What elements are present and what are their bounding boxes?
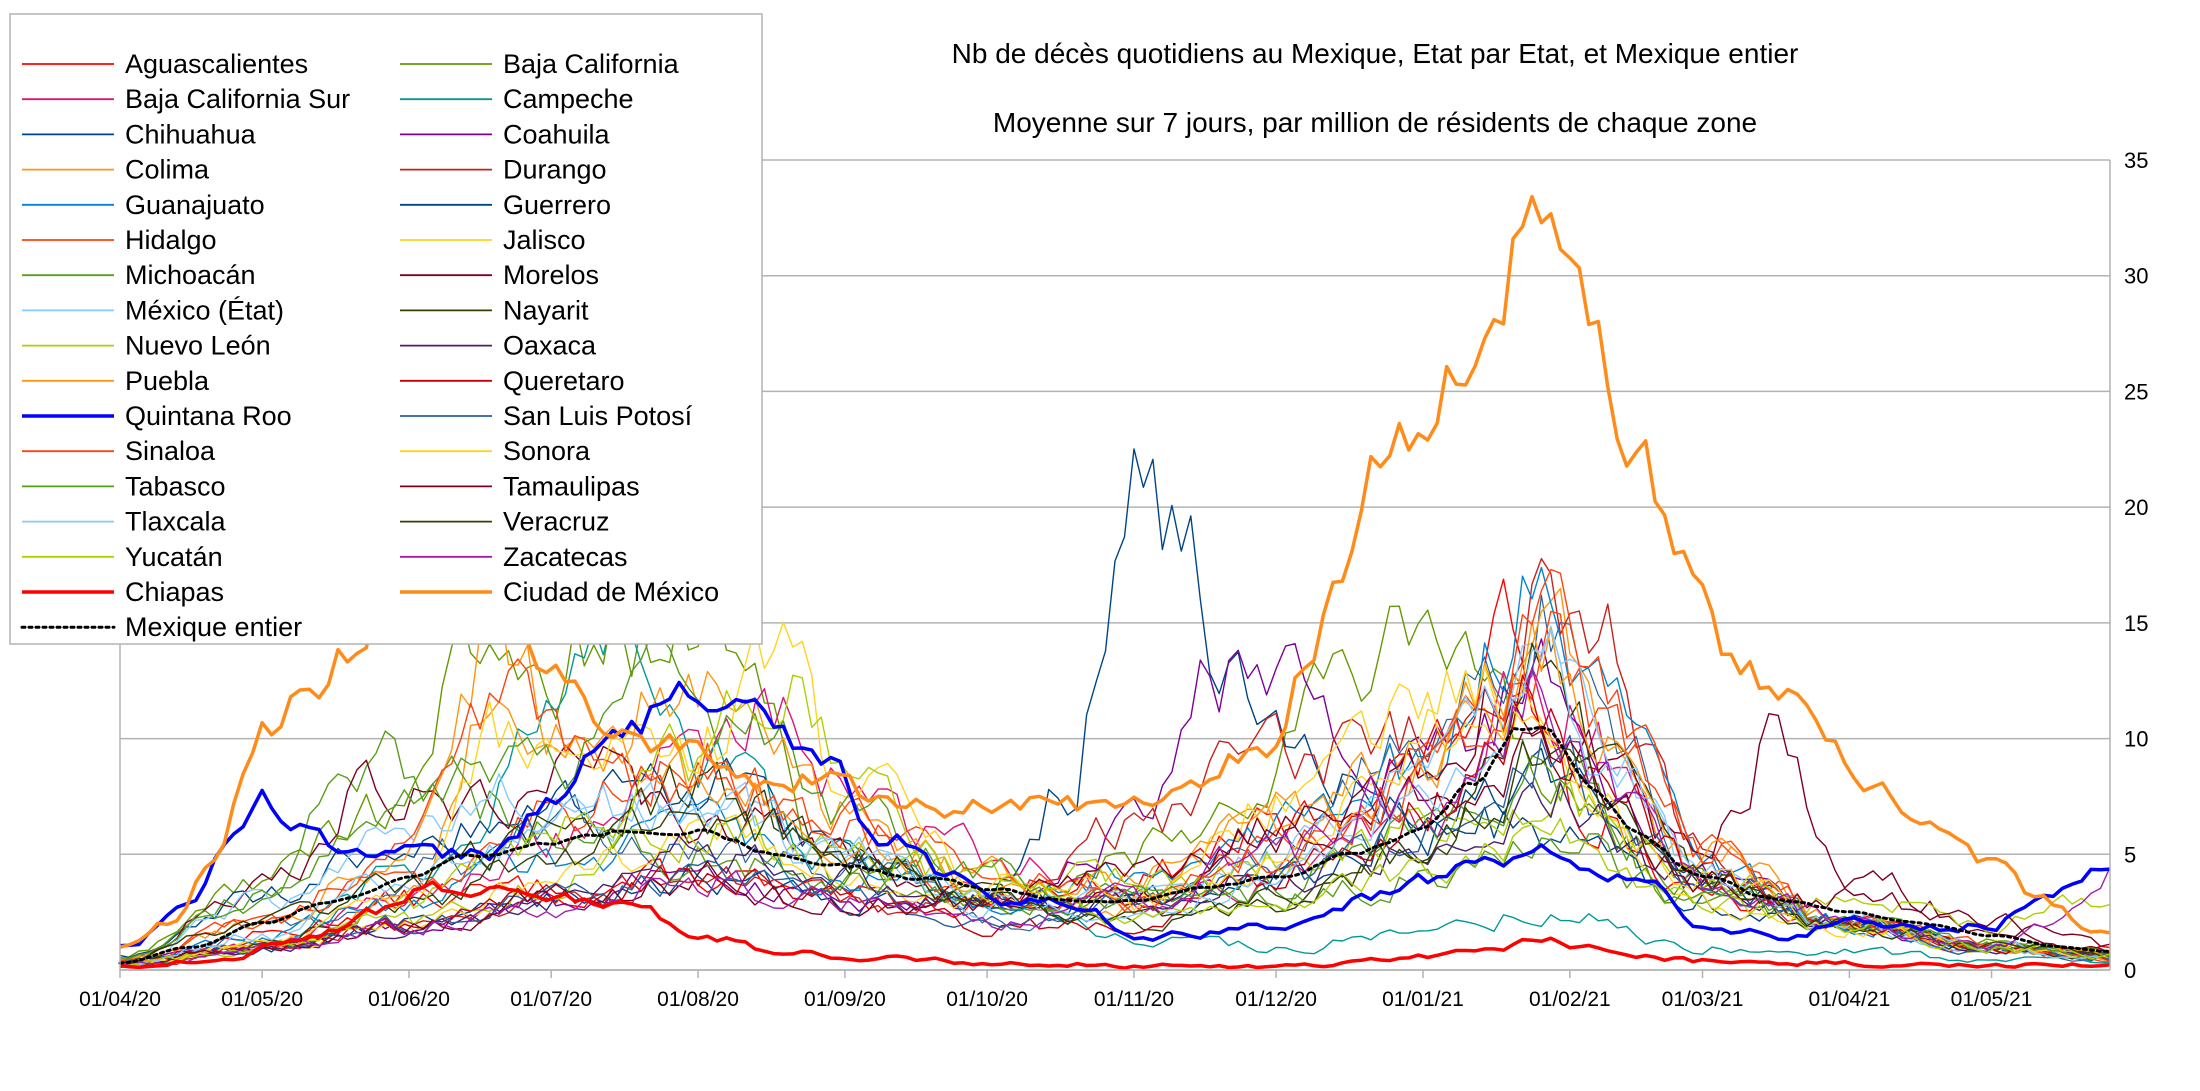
legend-label: Colima xyxy=(125,155,210,185)
y-tick-label: 5 xyxy=(2124,842,2136,867)
series-line-chiapas xyxy=(119,880,2111,970)
x-tick-label: 01/05/21 xyxy=(1951,988,2033,1011)
legend-label: San Luis Potosí xyxy=(503,401,693,431)
x-tick-label: 01/03/21 xyxy=(1662,988,1744,1011)
legend-label: Michoacán xyxy=(125,260,256,290)
legend-label: Tamaulipas xyxy=(503,471,640,501)
x-tick-label: 01/05/20 xyxy=(221,988,303,1011)
series-line-puebla xyxy=(119,597,2111,962)
series-line-sonora xyxy=(119,621,2111,966)
legend-label: Jalisco xyxy=(503,225,586,255)
y-tick-label: 10 xyxy=(2124,727,2148,752)
y-tick-label: 25 xyxy=(2124,379,2148,404)
chart-subtitle: Moyenne sur 7 jours, par million de rési… xyxy=(993,107,1757,138)
y-tick-label: 35 xyxy=(2124,148,2148,173)
series-line-hidalgo xyxy=(119,610,2111,965)
legend-label: Chiapas xyxy=(125,577,224,607)
legend-label: Campeche xyxy=(503,84,634,114)
x-tick-label: 01/12/20 xyxy=(1235,988,1317,1011)
legend-label: Nayarit xyxy=(503,295,589,325)
series-line-chihuahua2 xyxy=(119,594,2111,965)
legend-label: Yucatán xyxy=(125,542,223,572)
series-line-tabasco xyxy=(119,635,2111,959)
series-line-m-xico-tat- xyxy=(119,625,2111,963)
y-tick-label: 0 xyxy=(2124,958,2136,983)
legend-label: Ciudad de México xyxy=(503,577,719,607)
legend-label: Tabasco xyxy=(125,471,226,501)
legend-label: Coahuila xyxy=(503,119,611,149)
legend-label: Guanajuato xyxy=(125,190,265,220)
x-tick-label: 01/10/20 xyxy=(946,988,1028,1011)
series-line-colima xyxy=(119,587,2111,968)
legend-label: Zacatecas xyxy=(503,542,628,572)
series-line-tamaulipas xyxy=(119,726,2111,969)
legend-label: Sonora xyxy=(503,436,591,466)
legend-label: Guerrero xyxy=(503,190,611,220)
legend-label: Mexique entier xyxy=(125,612,302,642)
y-tick-label: 15 xyxy=(2124,611,2148,636)
legend-label: Nuevo León xyxy=(125,331,271,361)
x-tick-label: 01/06/20 xyxy=(368,988,450,1011)
series-line-nayarit xyxy=(119,642,2111,965)
legend-label: Hidalgo xyxy=(125,225,217,255)
y-tick-label: 20 xyxy=(2124,495,2148,520)
series-line-michoac-n xyxy=(119,730,2111,967)
x-tick-label: 01/04/20 xyxy=(79,988,161,1011)
legend-label: Baja California Sur xyxy=(125,84,350,114)
x-tick-label: 01/11/20 xyxy=(1094,988,1174,1011)
legend-label: Quintana Roo xyxy=(125,401,292,431)
legend-label: Oaxaca xyxy=(503,331,597,361)
series-line-zacatecas xyxy=(119,666,2111,967)
legend-label: Durango xyxy=(503,155,607,185)
series-line-campeche xyxy=(119,592,2111,967)
legend-label: Veracruz xyxy=(503,507,610,537)
legend-label: Aguascalientes xyxy=(125,49,308,79)
x-tick-label: 01/08/20 xyxy=(657,988,739,1011)
x-tick-label: 01/07/20 xyxy=(510,988,592,1011)
legend-label: Chihuahua xyxy=(125,119,257,149)
legend-label: Sinaloa xyxy=(125,436,216,466)
legend-label: México (État) xyxy=(125,295,284,325)
series-line-san-luis-potos- xyxy=(119,734,2111,966)
axes: 0 5 10 15 20 25 30 35 01/04/20 01/05/20 01/06/20 01… xyxy=(79,148,2148,1011)
legend-label: Queretaro xyxy=(503,366,625,396)
legend-label: Baja California xyxy=(503,49,680,79)
series-line-yucat-n xyxy=(119,674,2111,968)
series-lines xyxy=(118,194,2112,970)
series-line-quintana-roo xyxy=(119,680,2111,948)
x-tick-label: 01/04/21 xyxy=(1809,988,1891,1011)
legend: Aguascalientes Baja California Sur Chihuah… xyxy=(9,13,763,645)
chart-title: Nb de décès quotidiens au Mexique, Etat … xyxy=(952,38,1799,69)
legend-label: Puebla xyxy=(125,366,210,396)
legend-label: Morelos xyxy=(503,260,599,290)
legend-box xyxy=(9,13,763,645)
x-tick-label: 01/09/20 xyxy=(804,988,886,1011)
series-line-mexique-entier xyxy=(118,725,2112,965)
y-tick-label: 30 xyxy=(2124,264,2148,289)
legend-label: Tlaxcala xyxy=(125,507,227,537)
series-line-guanajuato xyxy=(119,566,2111,966)
x-tick-label: 01/01/21 xyxy=(1382,988,1464,1011)
x-tick-label: 01/02/21 xyxy=(1529,988,1611,1011)
